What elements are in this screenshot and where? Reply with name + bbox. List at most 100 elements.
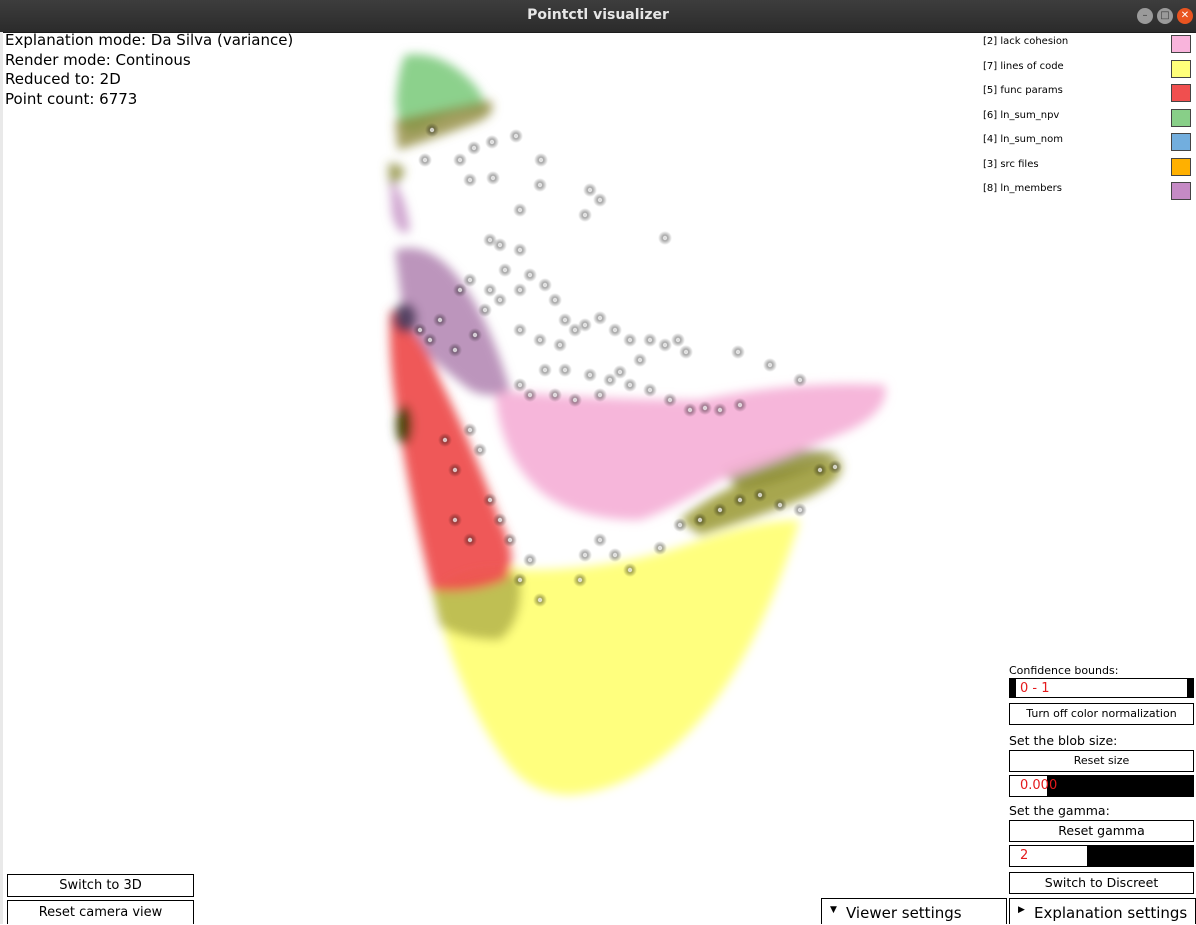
scatter-point-core bbox=[457, 157, 463, 163]
reset-camera-button[interactable]: Reset camera view bbox=[7, 900, 194, 924]
gamma-slider[interactable]: 2 bbox=[1009, 845, 1194, 867]
scatter-points bbox=[413, 123, 842, 607]
scatter-point-core bbox=[477, 447, 483, 453]
scatter-point-core bbox=[572, 327, 578, 333]
scatter-point-core bbox=[517, 287, 523, 293]
switch-3d-button[interactable]: Switch to 3D bbox=[7, 874, 194, 897]
legend-item: [5] func params bbox=[983, 82, 1195, 107]
legend-item: [4] ln_sum_nom bbox=[983, 131, 1195, 156]
scatter-point-core bbox=[587, 187, 593, 193]
scatter-point-core bbox=[489, 139, 495, 145]
scatter-point-core bbox=[817, 467, 823, 473]
confidence-bounds-value: 0 - 1 bbox=[1020, 681, 1050, 696]
confidence-bounds-slider[interactable]: 0 - 1 bbox=[1009, 678, 1194, 698]
scatter-point-core bbox=[467, 427, 473, 433]
scatter-point-core bbox=[537, 182, 543, 188]
scatter-point-core bbox=[612, 327, 618, 333]
legend-swatch bbox=[1171, 133, 1191, 151]
scatter-point-core bbox=[497, 297, 503, 303]
scatter-point-core bbox=[442, 437, 448, 443]
scatter-point-core bbox=[675, 337, 681, 343]
scatter-point-core bbox=[717, 507, 723, 513]
point-count-text: Point count: 6773 bbox=[5, 90, 138, 109]
legend-label: [4] ln_sum_nom bbox=[983, 134, 1063, 145]
reset-size-button[interactable]: Reset size bbox=[1009, 750, 1194, 772]
scatter-point-core bbox=[683, 349, 689, 355]
scatter-point-core bbox=[467, 177, 473, 183]
legend-swatch bbox=[1171, 35, 1191, 53]
maximize-icon[interactable]: □ bbox=[1157, 8, 1173, 24]
scatter-point-core bbox=[647, 387, 653, 393]
switch-discreet-button[interactable]: Switch to Discreet bbox=[1009, 872, 1194, 894]
scatter-point-core bbox=[735, 349, 741, 355]
close-icon[interactable]: ✕ bbox=[1177, 8, 1193, 24]
triangle-right-icon: ▶ bbox=[1018, 905, 1025, 915]
reset-gamma-button[interactable]: Reset gamma bbox=[1009, 820, 1194, 842]
scatter-point-core bbox=[777, 502, 783, 508]
scatter-point-core bbox=[667, 397, 673, 403]
scatter-point-core bbox=[662, 235, 668, 241]
viewer-settings-button[interactable]: ▼ Viewer settings bbox=[821, 898, 1007, 924]
window-titlebar: Pointctl visualizer – □ ✕ bbox=[0, 0, 1196, 33]
viewer-settings-label: Viewer settings bbox=[846, 904, 962, 922]
render-mode-text: Render mode: Continous bbox=[5, 50, 191, 69]
scatter-point-core bbox=[562, 367, 568, 373]
scatter-point-core bbox=[457, 287, 463, 293]
scatter-point-core bbox=[597, 197, 603, 203]
blob-size-label: Set the blob size: bbox=[1009, 733, 1118, 748]
scatter-point-core bbox=[657, 545, 663, 551]
scatter-point-core bbox=[542, 367, 548, 373]
scatter-point-core bbox=[617, 369, 623, 375]
scatter-point-core bbox=[467, 277, 473, 283]
confidence-right-handle[interactable] bbox=[1187, 679, 1193, 697]
scatter-point-core bbox=[497, 517, 503, 523]
scatter-point-core bbox=[687, 407, 693, 413]
scatter-point-core bbox=[452, 467, 458, 473]
scatter-point-core bbox=[552, 392, 558, 398]
legend-label: [8] ln_members bbox=[983, 183, 1062, 194]
blob-size-value: 0.000 bbox=[1020, 778, 1058, 793]
scatter-point-core bbox=[582, 552, 588, 558]
scatter-point-core bbox=[597, 537, 603, 543]
scatter-point-core bbox=[429, 127, 435, 133]
scatter-point-core bbox=[607, 377, 613, 383]
scatter-point-core bbox=[507, 537, 513, 543]
scatter-point-core bbox=[737, 402, 743, 408]
legend-label: [3] src files bbox=[983, 158, 1039, 170]
blob-size-slider[interactable]: 0.000 bbox=[1009, 775, 1194, 797]
scatter-point-core bbox=[482, 307, 488, 313]
gamma-label: Set the gamma: bbox=[1009, 803, 1110, 818]
scatter-point-core bbox=[427, 337, 433, 343]
scatter-point-core bbox=[612, 552, 618, 558]
scatter-point-core bbox=[487, 287, 493, 293]
info-panel: Explanation mode: Da Silva (variance) Re… bbox=[5, 31, 293, 110]
color-normalization-button[interactable]: Turn off color normalization bbox=[1009, 703, 1194, 725]
reduced-to-text: Reduced to: 2D bbox=[5, 70, 121, 89]
legend-label: [5] func params bbox=[983, 85, 1063, 96]
scatter-point-core bbox=[767, 362, 773, 368]
scatter-point-core bbox=[471, 145, 477, 151]
window-title: Pointctl visualizer bbox=[527, 7, 669, 23]
scatter-point-core bbox=[467, 537, 473, 543]
scatter-point-core bbox=[627, 382, 633, 388]
confidence-bounds-label: Confidence bounds: bbox=[1009, 664, 1119, 677]
scatter-point-core bbox=[677, 522, 683, 528]
scatter-point-core bbox=[422, 157, 428, 163]
scatter-point-core bbox=[557, 342, 563, 348]
scatter-point-core bbox=[527, 392, 533, 398]
confidence-left-handle[interactable] bbox=[1010, 679, 1016, 697]
scatter-point-core bbox=[552, 297, 558, 303]
scatter-point-core bbox=[487, 497, 493, 503]
scatter-point-core bbox=[797, 507, 803, 513]
minimize-icon[interactable]: – bbox=[1137, 8, 1153, 24]
scatter-point-core bbox=[702, 405, 708, 411]
scatter-point-core bbox=[527, 272, 533, 278]
scatter-point-core bbox=[452, 517, 458, 523]
explanation-settings-button[interactable]: ▶ Explanation settings bbox=[1009, 898, 1196, 924]
scatter-point-core bbox=[647, 337, 653, 343]
scatter-point-core bbox=[627, 567, 633, 573]
explanation-mode-text: Explanation mode: Da Silva (variance) bbox=[5, 31, 294, 49]
scatter-point-core bbox=[517, 247, 523, 253]
scatter-point-core bbox=[517, 382, 523, 388]
